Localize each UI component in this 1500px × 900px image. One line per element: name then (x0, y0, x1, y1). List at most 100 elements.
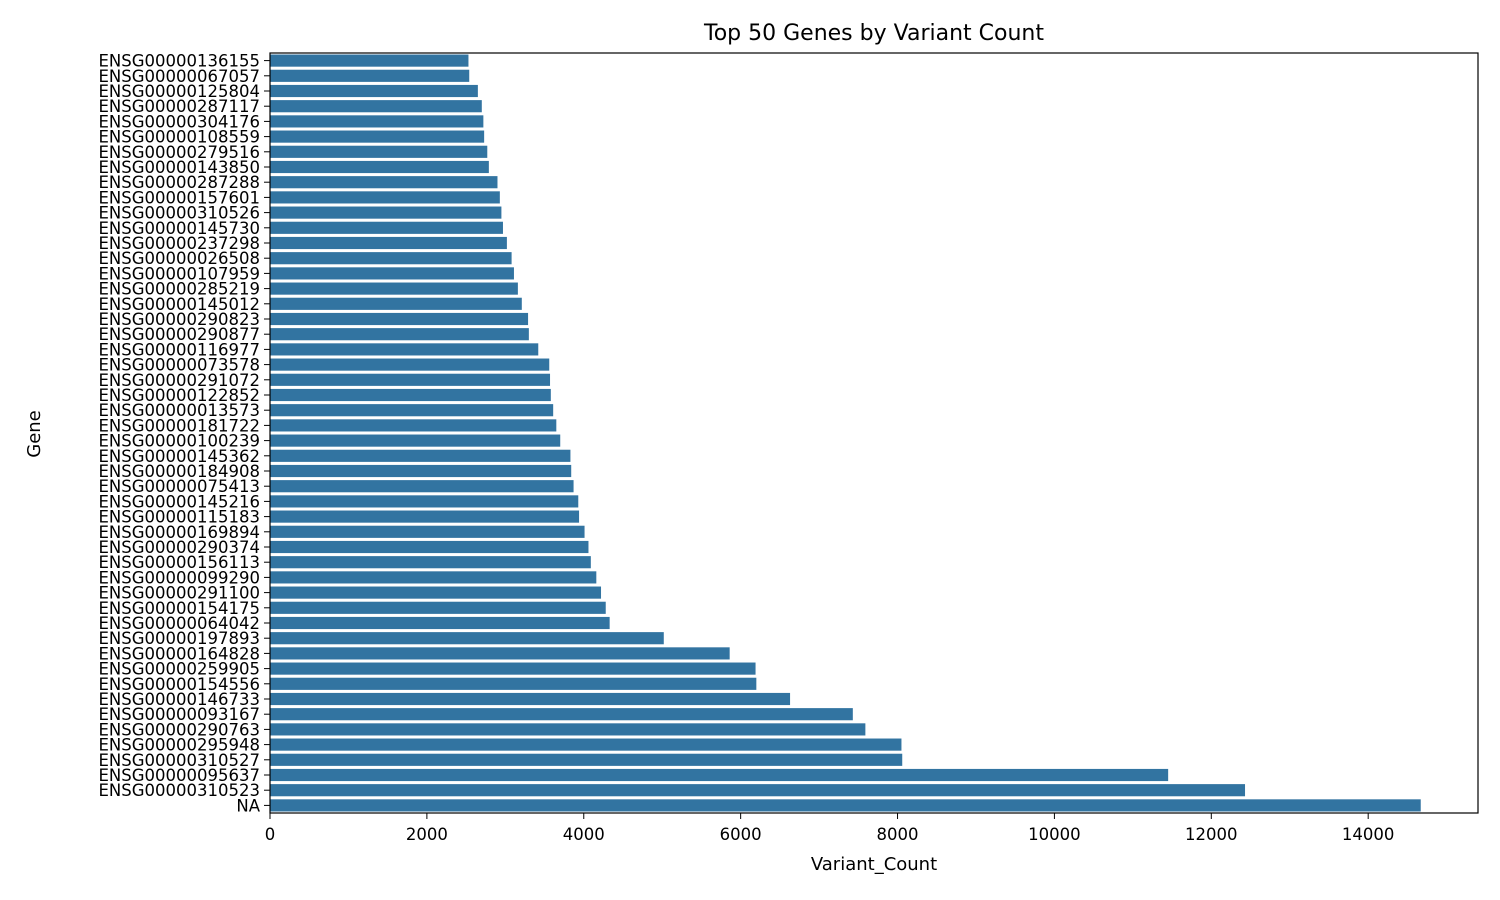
y-tick-label: ENSG00000093167 (98, 705, 260, 724)
bar-ENSG00000310526 (270, 206, 502, 219)
y-tick-label: ENSG00000290877 (98, 325, 260, 344)
bar-ENSG00000154175 (270, 601, 606, 614)
y-tick-label: ENSG00000287288 (98, 173, 260, 192)
y-tick-label: ENSG00000115183 (98, 508, 260, 527)
chart-title: Top 50 Genes by Variant Count (703, 21, 1044, 46)
bar-ENSG00000100239 (270, 434, 561, 447)
bar-ENSG00000013573 (270, 404, 554, 417)
y-tick-label: ENSG00000075413 (98, 477, 260, 496)
bar-ENSG00000115183 (270, 510, 580, 523)
y-tick-label: ENSG00000310527 (98, 751, 260, 770)
bar-ENSG00000169894 (270, 525, 585, 538)
bar-ENSG00000099290 (270, 571, 597, 584)
y-tick-label: ENSG00000073578 (98, 356, 260, 375)
y-tick-label: ENSG00000157601 (98, 188, 260, 207)
y-tick-label: ENSG00000310523 (98, 781, 260, 800)
bar-ENSG00000164828 (270, 647, 730, 660)
y-tick-label: ENSG00000156113 (98, 553, 260, 572)
bar-ENSG00000143850 (270, 160, 489, 174)
x-tick-label: 6000 (720, 825, 762, 844)
y-tick-label: ENSG00000145362 (98, 447, 260, 466)
bar-ENSG00000181722 (270, 419, 557, 432)
bar-ENSG00000067057 (270, 69, 470, 82)
bar-ENSG00000290374 (270, 540, 589, 554)
y-tick-label: ENSG00000064042 (98, 614, 260, 633)
y-tick-label: ENSG00000136155 (98, 52, 260, 71)
y-tick-label: ENSG00000169894 (98, 523, 260, 542)
y-tick-label: ENSG00000295948 (98, 736, 260, 755)
y-tick-label: ENSG00000181722 (98, 416, 260, 435)
bar-ENSG00000285219 (270, 282, 518, 295)
y-tick-label: ENSG00000026508 (98, 249, 260, 268)
y-tick-label: ENSG00000279516 (98, 143, 260, 162)
x-tick-label: 4000 (563, 825, 605, 844)
y-tick-label: ENSG00000145216 (98, 492, 260, 511)
bar-ENSG00000291100 (270, 586, 602, 599)
bar-ENSG00000259905 (270, 662, 756, 675)
bar-ENSG00000156113 (270, 556, 591, 569)
bar-ENSG00000107959 (270, 267, 514, 280)
bar-ENSG00000279516 (270, 145, 488, 158)
bar-ENSG00000287288 (270, 176, 498, 189)
y-tick-label: ENSG00000107959 (98, 264, 260, 283)
y-axis-label: Gene (24, 410, 45, 458)
y-tick-label: ENSG00000154556 (98, 675, 260, 694)
y-tick-label: ENSG00000013573 (98, 401, 260, 420)
bar-ENSG00000116977 (270, 343, 539, 356)
bar-ENSG00000304176 (270, 115, 484, 128)
bar-ENSG00000157601 (270, 191, 500, 204)
bar-ENSG00000184908 (270, 464, 572, 478)
y-tick-label: ENSG00000291072 (98, 371, 260, 390)
bar-ENSG00000073578 (270, 358, 550, 371)
bar-ENSG00000197893 (270, 632, 664, 645)
x-tick-label: 0 (265, 825, 276, 844)
x-tick-label: 10000 (1028, 825, 1081, 844)
bar-ENSG00000145730 (270, 221, 503, 234)
bar-ENSG00000064042 (270, 616, 610, 630)
bar-ENSG00000310527 (270, 753, 903, 766)
bar-ENSG00000291072 (270, 373, 551, 386)
y-tick-label: ENSG00000164828 (98, 644, 260, 663)
bar-ENSG00000295948 (270, 738, 902, 751)
bar-ENSG00000290763 (270, 723, 866, 736)
bars-layer (270, 54, 1421, 812)
y-tick-label: ENSG00000122852 (98, 386, 260, 405)
bar-ENSG00000290877 (270, 328, 529, 341)
bar-ENSG00000145012 (270, 297, 522, 310)
y-tick-label: ENSG00000290763 (98, 720, 260, 739)
y-tick-label: ENSG00000285219 (98, 280, 260, 299)
bar-ENSG00000136155 (270, 54, 469, 67)
y-tick-label: ENSG00000100239 (98, 432, 260, 451)
bar-ENSG00000145362 (270, 449, 571, 462)
x-axis-ticks: 0 2000 4000 6000 8000 10000 12000 14000 (265, 813, 1395, 844)
y-tick-label: ENSG00000108559 (98, 128, 260, 147)
bar-ENSG00000145216 (270, 495, 579, 508)
bar-ENSG00000026508 (270, 252, 512, 265)
y-tick-label: ENSG00000290823 (98, 310, 260, 329)
bar-ENSG00000075413 (270, 480, 574, 493)
y-tick-label: ENSG00000197893 (98, 629, 260, 648)
x-tick-label: 14000 (1342, 825, 1395, 844)
bar-ENSG00000237298 (270, 236, 507, 250)
bar-ENSG00000310523 (270, 784, 1246, 797)
bar-ENSG00000125804 (270, 84, 478, 98)
y-tick-label: ENSG00000154175 (98, 599, 260, 618)
y-tick-label: ENSG00000184908 (98, 462, 260, 481)
y-tick-label: ENSG00000099290 (98, 568, 260, 587)
x-tick-label: 8000 (877, 825, 919, 844)
x-tick-label: 12000 (1185, 825, 1238, 844)
y-tick-label: ENSG00000304176 (98, 112, 260, 131)
y-tick-label: ENSG00000125804 (98, 82, 260, 101)
y-tick-label: ENSG00000290374 (98, 538, 260, 557)
y-tick-label: ENSG00000067057 (98, 67, 260, 86)
y-tick-label: ENSG00000287117 (98, 97, 260, 116)
y-tick-label: ENSG00000146733 (98, 690, 260, 709)
bar-ENSG00000095637 (270, 768, 1169, 782)
y-tick-label: ENSG00000310526 (98, 204, 260, 223)
y-tick-label: ENSG00000259905 (98, 660, 260, 679)
bar-NA (270, 799, 1421, 812)
x-axis-label: Variant_Count (811, 854, 937, 875)
x-tick-label: 2000 (406, 825, 448, 844)
bar-ENSG00000108559 (270, 130, 485, 143)
